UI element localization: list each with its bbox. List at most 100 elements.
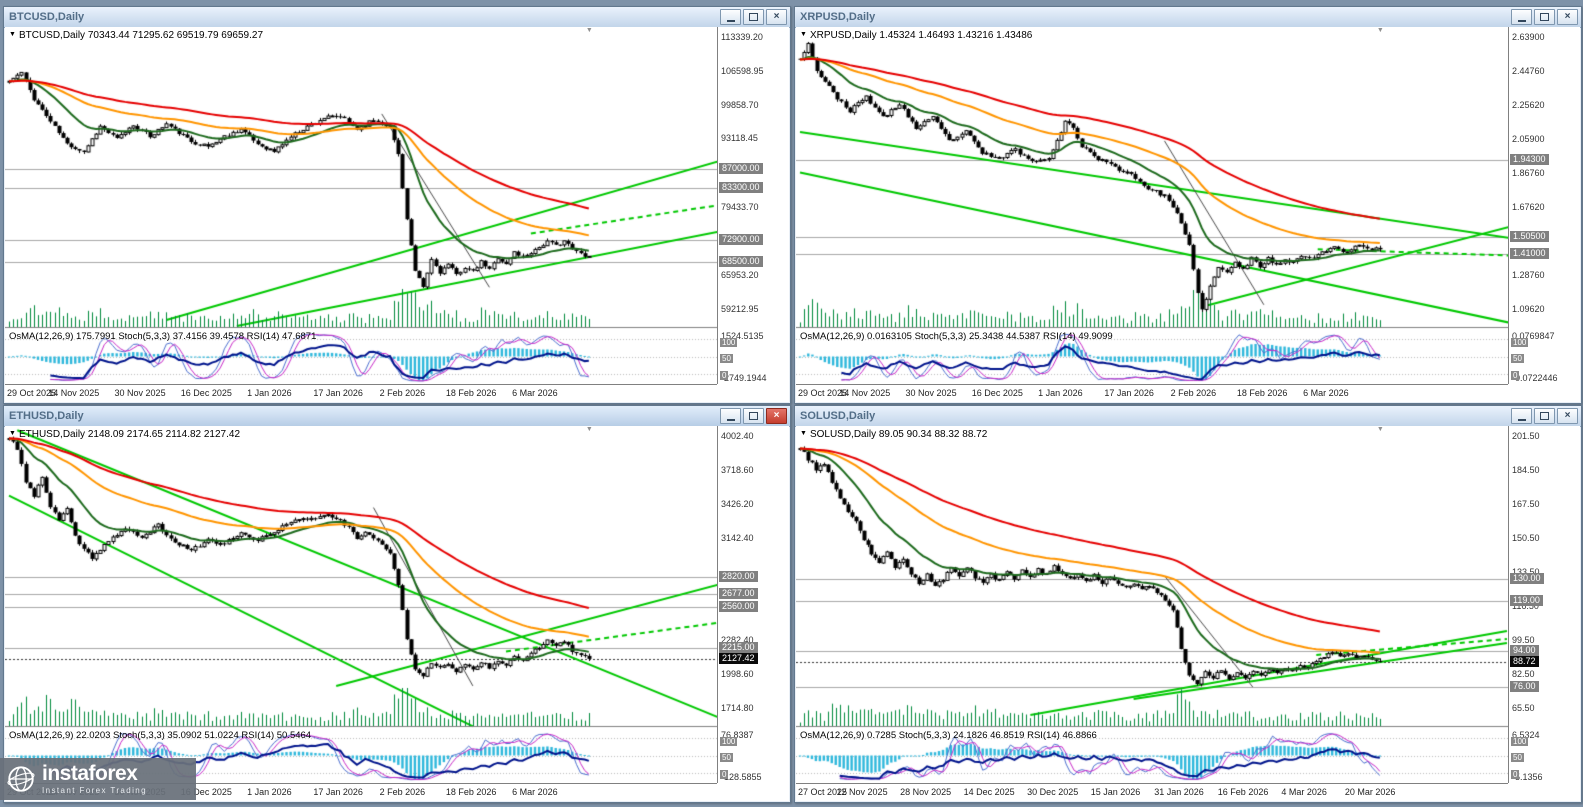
restore-button[interactable] <box>1534 408 1555 424</box>
indicator-scale-min: -2749.1944 <box>721 373 767 383</box>
price-axis[interactable]: 201.50 184.50 167.50 150.50 133.50 116.50 99.5… <box>1508 426 1580 783</box>
date-label: 12 Nov 2025 <box>836 787 888 797</box>
price-chart-canvas[interactable] <box>796 426 1508 783</box>
globe-icon <box>7 766 35 792</box>
indicator-level-badge: 100 <box>1511 337 1529 347</box>
price-tick: 3718.60 <box>721 464 754 475</box>
price-chart-canvas[interactable] <box>5 426 717 783</box>
date-label: 2 Feb 2026 <box>379 388 426 398</box>
price-tick: 116.50 <box>1512 601 1539 611</box>
price-tick: 82.50 <box>1512 669 1535 679</box>
price-tick: 99858.70 <box>721 99 759 110</box>
price-tick: 59212.95 <box>721 303 759 314</box>
date-label: 16 Dec 2025 <box>180 787 232 797</box>
indicator-level-badge: 0 <box>1511 769 1520 779</box>
date-label: 18 Feb 2026 <box>445 388 497 398</box>
close-button[interactable]: × <box>1557 9 1578 25</box>
indicator-level-badge: 0 <box>1511 370 1520 380</box>
date-label: 17 Jan 2026 <box>313 787 363 797</box>
date-label: 15 Jan 2026 <box>1090 787 1141 797</box>
minimize-button[interactable] <box>1511 9 1532 25</box>
chart-window-xrpusd[interactable]: XRPUSD,Daily × ▼ ▼ XRPUSD,Daily 1.45324 1… <box>794 6 1582 404</box>
indicator-level-badge: 50 <box>720 753 733 763</box>
price-level-badge: 2215.00 <box>719 642 758 654</box>
indicator-scale-max: 76.8387 <box>721 730 754 740</box>
symbol-dropdown-icon[interactable]: ▼ <box>800 31 807 38</box>
price-axis[interactable]: 4002.40 3718.60 3426.20 3142.40 2282.40 1998.… <box>717 426 789 783</box>
minimize-button[interactable] <box>720 9 741 25</box>
indicator-readout: OsMA(12,26,9) 22.0203 Stoch(5,3,3) 35.09… <box>9 730 312 741</box>
window-titlebar[interactable]: ETHUSD,Daily × <box>4 406 790 427</box>
restore-button[interactable] <box>743 9 764 25</box>
indicator-level-badge: 0 <box>720 370 729 380</box>
price-level-badge: 2820.00 <box>719 570 758 582</box>
chart-window-btcusd[interactable]: BTCUSD,Daily × ▼ ▼ BTCUSD,Daily 70343.44 … <box>3 6 791 404</box>
price-chart-canvas[interactable] <box>796 27 1508 384</box>
window-titlebar[interactable]: BTCUSD,Daily × <box>4 7 790 28</box>
indicator-level-badge: 50 <box>1511 354 1524 364</box>
price-tick: 65.50 <box>1512 703 1535 713</box>
indicator-readout: OsMA(12,26,9) 175.7991 Stoch(5,3,3) 37.4… <box>9 331 317 342</box>
indicator-level-badge: 0 <box>720 769 729 779</box>
indicator-scale-min: -5.1356 <box>1512 772 1543 782</box>
price-chart-canvas[interactable] <box>5 27 717 384</box>
close-button[interactable]: × <box>766 408 787 424</box>
window-titlebar[interactable]: XRPUSD,Daily × <box>795 7 1581 28</box>
chart-area[interactable]: ▼ ▼ SOLUSD,Daily 89.05 90.34 88.32 88.72 … <box>796 426 1580 801</box>
date-label: 16 Dec 2025 <box>180 388 232 398</box>
date-label: 1 Jan 2026 <box>247 388 292 398</box>
minimize-button[interactable] <box>1511 408 1532 424</box>
date-label: 30 Nov 2025 <box>114 388 166 398</box>
ohlc-readout: ▼ SOLUSD,Daily 89.05 90.34 88.32 88.72 <box>800 429 987 440</box>
minimize-icon <box>1517 19 1526 22</box>
window-titlebar[interactable]: SOLUSD,Daily × <box>795 406 1581 427</box>
restore-button[interactable] <box>1534 9 1555 25</box>
indicator-readout: OsMA(12,26,9) 0.7285 Stoch(5,3,3) 24.182… <box>800 730 1097 741</box>
close-icon: × <box>1564 410 1571 421</box>
date-label: 16 Feb 2026 <box>1217 787 1269 797</box>
date-label: 31 Jan 2026 <box>1154 787 1204 797</box>
symbol-dropdown-icon[interactable]: ▼ <box>9 430 16 437</box>
symbol-dropdown-icon[interactable]: ▼ <box>800 430 807 437</box>
indicator-scale-max: 0.0769847 <box>1512 331 1555 341</box>
window-controls: × <box>1511 9 1578 25</box>
chart-window-solusd[interactable]: SOLUSD,Daily × ▼ ▼ SOLUSD,Daily 89.05 90.… <box>794 405 1582 803</box>
restore-icon <box>1540 13 1549 21</box>
window-controls: × <box>720 408 787 424</box>
price-axis[interactable]: 113339.20 106598.95 99858.70 93118.45 79433.… <box>717 27 789 384</box>
watermark-tagline: Instant Forex Trading <box>42 786 147 795</box>
restore-button[interactable] <box>743 408 764 424</box>
chart-window-ethusd[interactable]: ETHUSD,Daily × ▼ ▼ ETHUSD,Daily 2148.09 2… <box>3 405 791 803</box>
symbol-dropdown-icon[interactable]: ▼ <box>9 31 16 38</box>
window-title: ETHUSD,Daily <box>9 410 84 422</box>
ohlc-text: SOLUSD,Daily 89.05 90.34 88.32 88.72 <box>809 429 988 440</box>
date-label: 14 Dec 2025 <box>963 787 1015 797</box>
close-button[interactable]: × <box>766 9 787 25</box>
date-label: 1 Jan 2026 <box>247 787 292 797</box>
price-axis[interactable]: 2.63900 2.44760 2.25620 2.05900 1.86760 1.676… <box>1508 27 1580 384</box>
price-tick: 79433.70 <box>721 202 759 213</box>
chart-area[interactable]: ▼ ▼ BTCUSD,Daily 70343.44 71295.62 69519.… <box>5 27 789 402</box>
restore-icon <box>1540 412 1549 420</box>
chart-area[interactable]: ▼ ▼ XRPUSD,Daily 1.45324 1.46493 1.43216 … <box>796 27 1580 402</box>
date-axis[interactable]: 27 Oct 2025 12 Nov 2025 28 Nov 2025 14 Dec … <box>796 783 1508 800</box>
price-tick: 2282.40 <box>721 635 754 646</box>
ohlc-text: XRPUSD,Daily 1.45324 1.46493 1.43216 1.4… <box>809 30 1033 41</box>
price-tick: 2.25620 <box>1512 99 1545 110</box>
price-level-badge: 83300.00 <box>719 181 763 193</box>
minimize-button[interactable] <box>720 408 741 424</box>
price-tick: 2.63900 <box>1512 32 1545 43</box>
price-tick: 133.50 <box>1512 567 1540 577</box>
price-level-badge: 76.00 <box>1510 681 1539 692</box>
price-level-badge: 119.00 <box>1510 595 1543 606</box>
close-button[interactable]: × <box>1557 408 1578 424</box>
indicator-scale-min: -0.0722446 <box>1512 373 1558 383</box>
price-tick: 1714.80 <box>721 702 754 713</box>
chart-area[interactable]: ▼ ▼ ETHUSD,Daily 2148.09 2174.65 2114.82 … <box>5 426 789 801</box>
window-title: SOLUSD,Daily <box>800 410 876 422</box>
close-icon: × <box>1564 11 1571 22</box>
minimize-icon <box>726 418 735 421</box>
